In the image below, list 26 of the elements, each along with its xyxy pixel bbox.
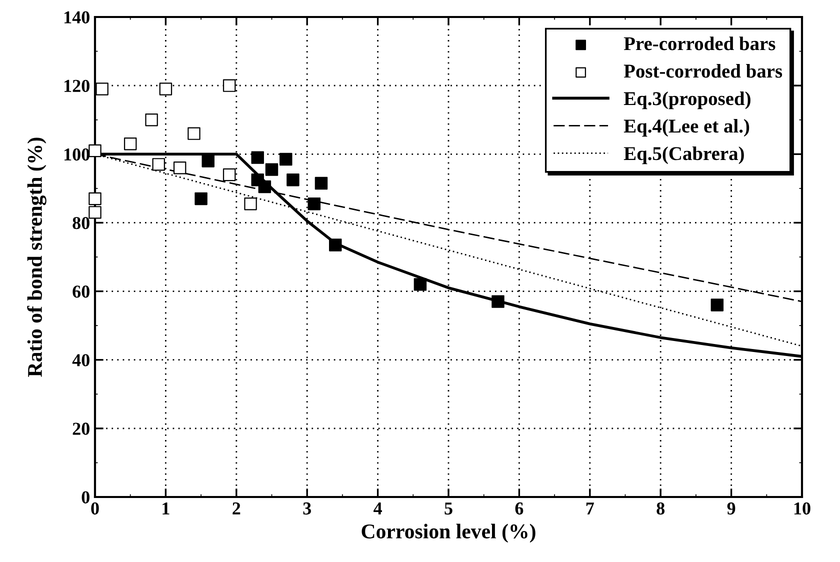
x-tick-label: 10 — [794, 502, 810, 515]
x-tick-label: 2 — [232, 502, 240, 514]
x-tick-label: 4 — [374, 502, 382, 514]
y-tick-label: 60 — [72, 286, 90, 298]
y-tick-label: 40 — [72, 354, 90, 366]
y-axis-title: Ratio of bond strength (%) — [27, 138, 46, 377]
legend-label: Eq.3(proposed) — [624, 92, 750, 110]
x-axis-title: Corrosion level (%) — [362, 524, 536, 543]
legend-label: Eq.4(Lee et al.) — [624, 118, 750, 137]
x-tick-label: 5 — [444, 502, 452, 515]
x-tick-label: 7 — [586, 502, 594, 514]
legend-label: Eq.5(Cabrera) — [624, 146, 744, 164]
y-tick-label: 80 — [72, 216, 90, 230]
x-tick-label: 9 — [727, 502, 736, 515]
x-tick-label: 8 — [656, 502, 665, 515]
x-tick-label: 3 — [303, 502, 311, 515]
x-tick-label: 6 — [515, 502, 524, 515]
y-tick-label: 20 — [72, 422, 90, 435]
legend-label: Pre-corroded bars — [624, 36, 776, 50]
y-tick-label: 100 — [64, 148, 90, 161]
y-tick-label: 140 — [64, 11, 90, 24]
y-tick-label: 0 — [82, 491, 90, 504]
y-tick-label: 120 — [64, 80, 90, 92]
legend-label: Post-corroded bars — [624, 64, 782, 78]
x-tick-label: 0 — [91, 502, 99, 515]
x-tick-label: 1 — [162, 502, 170, 514]
